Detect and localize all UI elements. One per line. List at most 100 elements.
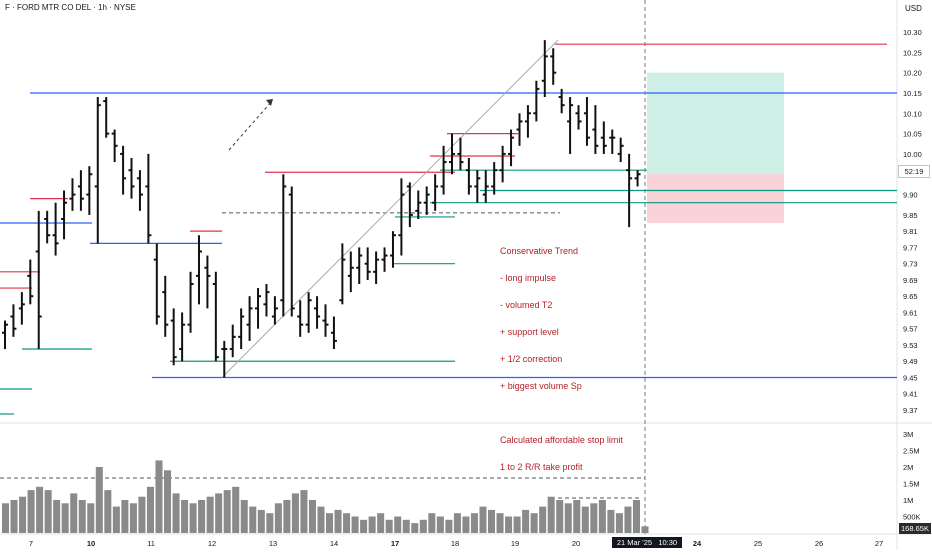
volume-bar [215, 493, 223, 533]
volume-bar [112, 506, 120, 533]
ohlc-bar [516, 113, 523, 146]
ohlc-bar [609, 129, 616, 154]
profit-zone [647, 72, 784, 175]
volume-bar [274, 503, 282, 533]
volume-bar [445, 519, 453, 533]
ohlc-bar [195, 235, 202, 305]
ohlc-bar [449, 133, 456, 175]
volume-bar [232, 486, 240, 533]
volume-bar [573, 500, 581, 533]
chart-title: F · FORD MTR CO DEL · 1h · NYSE [5, 3, 136, 12]
volume-bar [121, 500, 129, 533]
ohlc-bar [592, 105, 599, 154]
annotation-line: + support level [500, 327, 559, 337]
volume-tick-label: 2M [903, 463, 913, 472]
dashed-arrow-line [228, 100, 273, 151]
ohlc-bar [221, 340, 228, 378]
price-tick-label: 10.00 [903, 150, 922, 159]
volume-bar [249, 506, 257, 533]
ohlc-bar [423, 186, 430, 215]
annotation-line: - long impulse [500, 273, 557, 283]
time-tick-label: 11 [147, 539, 155, 548]
volume-bar [615, 513, 623, 533]
volume-bar [394, 516, 402, 533]
volume-bar [172, 493, 180, 533]
time-tick-label: 18 [451, 539, 459, 548]
arrow-head [266, 99, 273, 106]
ohlc-bar [432, 174, 439, 211]
volume-bar [385, 519, 393, 533]
price-tick-label: 9.81 [903, 227, 918, 236]
ohlc-bar [255, 288, 262, 329]
ohlc-bar [550, 48, 557, 85]
ohlc-bar [322, 304, 329, 337]
volume-bar [496, 513, 504, 533]
volume-bar [223, 490, 231, 533]
currency-label: USD [905, 4, 922, 13]
volume-bar [351, 516, 359, 533]
volume-tick-label: 2.5M [903, 447, 920, 456]
ohlc-bar [297, 300, 304, 337]
volume-bar [402, 519, 410, 533]
ohlc-bar [474, 170, 481, 203]
volume-bar [240, 500, 248, 533]
price-tick-label: 10.10 [903, 109, 922, 118]
ohlc-bar [61, 190, 68, 240]
ohlc-bar [18, 292, 25, 325]
volume-bar [189, 503, 197, 533]
volume-bar [44, 490, 52, 533]
time-tick-label: 17 [391, 539, 399, 548]
time-tick-label: 13 [269, 539, 277, 548]
volume-bar [411, 523, 419, 533]
volume-bar [78, 500, 86, 533]
ohlc-bar [330, 316, 337, 350]
volume-bar [581, 506, 589, 533]
volume-bar [87, 503, 95, 533]
ohlc-bar [263, 284, 270, 317]
price-tick-label: 10.15 [903, 89, 922, 98]
ohlc-bar [583, 97, 590, 146]
ohlc-bar [491, 162, 498, 195]
price-tick-label: 9.41 [903, 390, 918, 399]
ohlc-bar [398, 178, 405, 256]
ohlc-bar [558, 88, 565, 114]
ohlc-bar [524, 105, 531, 138]
ohlc-bar [305, 292, 312, 333]
ohlc-bar [35, 210, 42, 350]
ohlc-bar [280, 174, 287, 317]
ohlc-bar [103, 97, 110, 138]
volume-bar [436, 516, 444, 533]
volume-bar [291, 493, 299, 533]
price-tick-label: 9.37 [903, 406, 918, 415]
price-tick-label: 10.20 [903, 69, 922, 78]
ohlc-bar [314, 296, 321, 329]
volume-bar [513, 516, 521, 533]
ohlc-bar [212, 271, 219, 362]
annotation-line: Conservative Trend [500, 246, 579, 256]
volume-bar [266, 513, 274, 533]
ohlc-bar [339, 243, 346, 305]
volume-bar [360, 519, 368, 533]
ohlc-bar [162, 275, 169, 337]
ohlc-bar [533, 80, 540, 122]
time-tick-label: 24 [693, 539, 702, 548]
price-tick-label: 9.49 [903, 357, 918, 366]
volume-bar [539, 506, 547, 533]
volume-bar [138, 496, 146, 533]
ohlc-bar [27, 259, 34, 305]
volume-bar [368, 516, 376, 533]
annotation-line [500, 409, 623, 418]
price-tick-label: 9.77 [903, 243, 918, 252]
ohlc-bar [145, 153, 152, 244]
price-tick-label: 9.61 [903, 308, 918, 317]
ohlc-bar [170, 308, 177, 366]
volume-bar [300, 490, 308, 533]
ohlc-bar [457, 137, 464, 171]
price-tick-label: 9.69 [903, 276, 918, 285]
volume-bar [206, 496, 214, 533]
ohlc-bar [136, 170, 143, 211]
volume-bar [61, 503, 69, 533]
ohlc-bar [94, 97, 101, 244]
